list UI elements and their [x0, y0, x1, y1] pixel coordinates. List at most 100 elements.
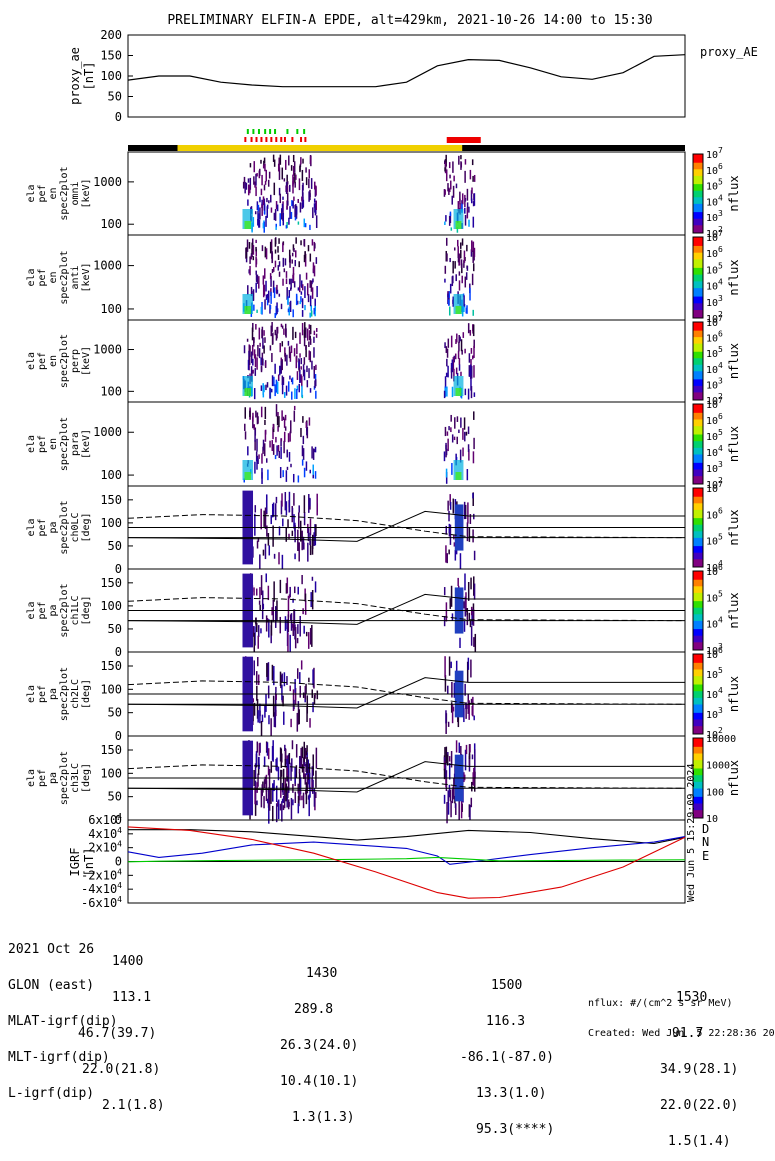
energy-spectrogram-3-pixel	[455, 453, 457, 466]
energy-spectrogram-3-pixel	[289, 431, 291, 442]
energy-spectrogram-3-pixel	[277, 444, 280, 452]
energy-colorbar-3-segment	[693, 439, 703, 442]
pitch-angle-colorbar-3-segment	[693, 788, 703, 791]
energy-spectrogram-1-pixel	[251, 242, 253, 254]
energy-colorbar-1-segment	[693, 296, 703, 299]
pitch-angle-pixel	[280, 787, 282, 798]
energy-panel-label: ela	[26, 184, 37, 202]
energy-panel-label: en	[48, 271, 59, 283]
pitch-angle-pixel	[306, 756, 308, 773]
pitch-angle-pixel	[473, 715, 475, 721]
pitch-angle-pixel	[259, 554, 261, 575]
energy-spectrogram-0-pixel	[273, 212, 276, 221]
pitch-angle-colorbar-3-segment	[693, 738, 703, 741]
pitch-angle-pixel	[290, 718, 292, 728]
pitch-angle-pixel	[472, 492, 474, 506]
energy-spectrogram-2-pixel	[280, 323, 283, 328]
pitch-angle-pixel	[469, 804, 471, 820]
pitch-angle-pixel	[299, 520, 302, 542]
energy-spectrogram-3-pixel	[290, 420, 292, 434]
status-marker-green	[246, 129, 249, 134]
energy-spectrogram-3-pixel	[292, 473, 295, 483]
orbit-cell: 1430	[306, 966, 338, 981]
pitch-angle-pixel	[267, 662, 270, 681]
pitch-angle-panel-label: ela	[26, 769, 37, 787]
energy-spectrogram-0-low-energy-blob	[242, 209, 254, 229]
energy-spectrogram-3-pixel	[281, 410, 283, 421]
energy-colorbar-0-segment	[693, 221, 703, 224]
energy-spectrogram-1-pixel	[309, 312, 311, 318]
pitch-angle-pixel	[311, 625, 313, 647]
pitch-angle-colorbar-2-segment	[693, 700, 703, 703]
energy-spectrogram-2-pixel	[266, 382, 269, 388]
energy-spectrogram-1-pixel	[307, 294, 310, 303]
pitch-angle-pixel	[282, 805, 285, 811]
energy-colorbar-2-segment	[693, 338, 703, 341]
energy-spectrogram-1-pixel	[458, 253, 461, 266]
energy-spectrogram-2-pixel	[263, 345, 265, 354]
energy-colorbar-1-tick-label: 103	[706, 294, 723, 309]
energy-spectrogram-0-pixel	[305, 167, 307, 173]
pitch-angle-colorbar-3-segment	[693, 809, 703, 812]
energy-spectrogram-1-pixel	[301, 280, 303, 288]
pitch-angle-colorbar-2-segment	[693, 694, 703, 697]
pitch-angle-ytick-label: 0	[115, 645, 122, 659]
pitch-angle-pixel	[257, 674, 260, 685]
energy-spectrogram-1-pixel	[289, 302, 291, 307]
energy-spectrogram-1-pixel	[473, 247, 476, 257]
pitch-angle-colorbar-1-segment	[693, 612, 703, 615]
energy-spectrogram-2-pixel	[306, 328, 309, 341]
pitch-angle-colorbar-0-segment	[693, 565, 703, 568]
pitch-angle-pixel	[458, 800, 460, 821]
pitch-angle-colorbar-2-segment	[693, 702, 703, 705]
orbit-cell: 113.1	[112, 990, 152, 1005]
pitch-angle-pixel	[270, 761, 273, 773]
energy-colorbar-0-tick-label: 106	[706, 162, 723, 177]
pitch-angle-pixel	[297, 795, 300, 804]
pitch-angle-colorbar-3-segment	[693, 806, 703, 809]
energy-spectrogram-0-pixel	[255, 186, 257, 197]
energy-spectrogram-1-pixel	[264, 246, 267, 258]
pitch-angle-colorbar-1-segment	[693, 630, 703, 633]
energy-colorbar-1-segment	[693, 274, 703, 277]
pitch-angle-pixel	[264, 705, 266, 718]
pitch-angle-pixel	[282, 795, 285, 803]
pitch-angle-pixel	[314, 581, 317, 593]
pitch-angle-colorbar-1-segment	[693, 623, 703, 626]
pitch-angle-pixel	[466, 661, 469, 683]
energy-colorbar-0-frame	[692, 153, 704, 234]
pitch-angle-pixel	[470, 698, 473, 703]
pitch-angle-colorbar-3-segment	[693, 746, 703, 749]
pitch-angle-colorbar-0-tick-label: 105	[706, 533, 723, 548]
energy-spectrogram-0-pixel	[315, 215, 318, 229]
pitch-angle-colorbar-1-label: nflux	[727, 592, 741, 628]
energy-spectrogram-2-pixel	[309, 351, 312, 363]
pitch-angle-pixel	[450, 800, 452, 818]
energy-spectrogram-0-pixel	[289, 184, 291, 192]
energy-spectrogram-2-pixel	[451, 359, 454, 373]
energy-spectrogram-0-pixel	[294, 172, 296, 183]
pitch-angle-pixel	[463, 708, 465, 723]
pitch-angle-pixel	[286, 676, 288, 685]
energy-colorbar-3-frame	[692, 403, 704, 485]
pitch-angle-pixel	[268, 789, 271, 811]
energy-spectrogram-3-pixel	[456, 436, 458, 445]
status-marker-red	[300, 137, 303, 142]
energy-spectrogram-1-pixel	[306, 283, 309, 296]
pitch-angle-pixel	[294, 525, 296, 543]
energy-spectrogram-2-pixel	[467, 388, 470, 400]
energy-colorbar-2-segment	[693, 322, 703, 325]
pitch-angle-pixel	[457, 717, 460, 728]
energy-colorbar-2-segment	[693, 390, 703, 393]
energy-colorbar-2-segment	[693, 377, 703, 380]
energy-colorbar-0-segment	[693, 211, 703, 214]
energy-spectrogram-2-pixel	[248, 350, 250, 362]
energy-spectrogram-0-pixel	[451, 195, 453, 205]
energy-colorbar-0-label: nflux	[727, 175, 741, 211]
energy-colorbar-2-segment	[693, 331, 703, 334]
energy-spectrogram-2-pixel	[254, 354, 257, 368]
energy-spectrogram-3-pixel	[280, 446, 282, 459]
energy-spectrogram-1-pixel	[282, 278, 284, 286]
energy-colorbar-0-segment	[693, 172, 703, 175]
orbit-cell: 2.1(1.8)	[102, 1098, 165, 1113]
